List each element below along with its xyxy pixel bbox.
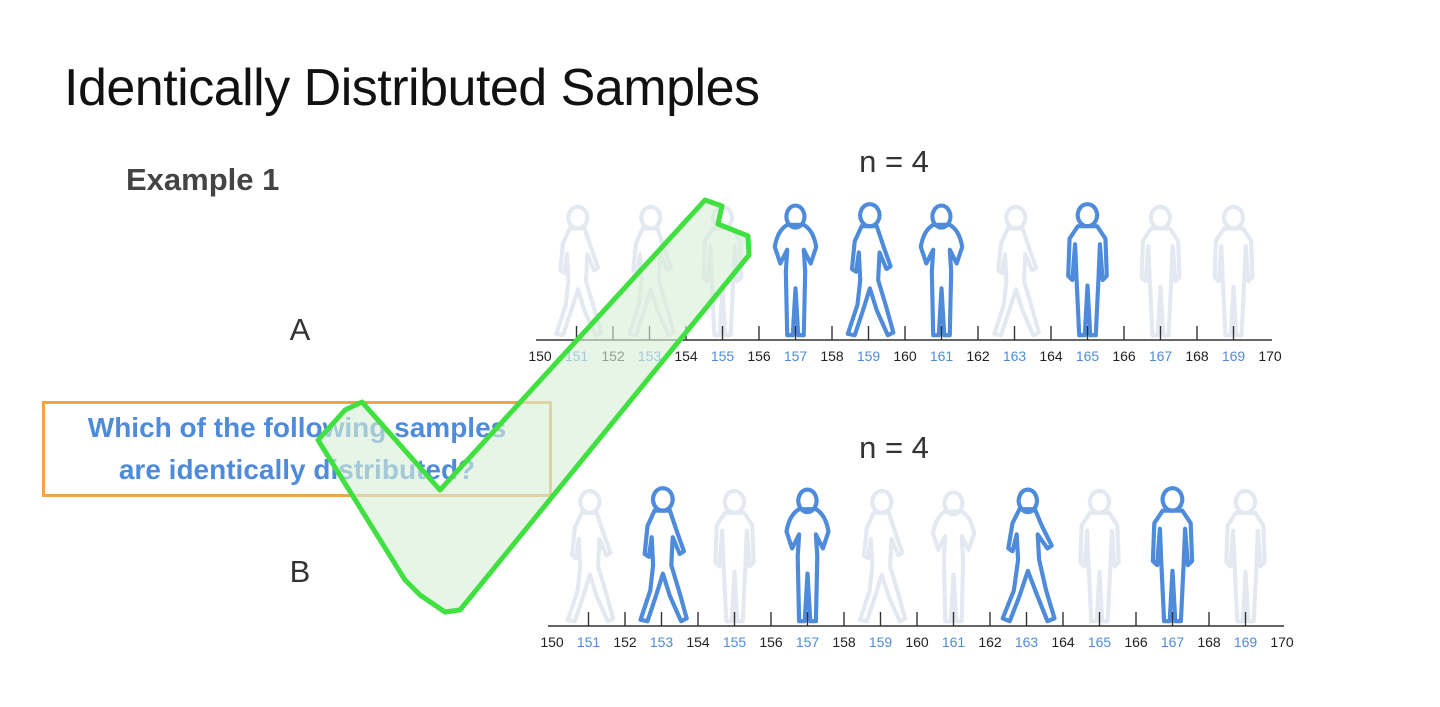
tick-label: 165 <box>1088 634 1112 650</box>
tick-label: 160 <box>905 634 929 650</box>
tick-label: 155 <box>723 634 747 650</box>
sampled-person-icon <box>918 203 965 338</box>
row-label-b: B <box>289 554 311 589</box>
sampled-person-icon <box>1066 202 1109 338</box>
sample-size-label-a: n = 4 <box>859 144 929 179</box>
tick-label: 170 <box>1270 634 1294 650</box>
tick-label: 168 <box>1185 348 1209 364</box>
tick-label: 157 <box>784 348 808 364</box>
tick-label: 163 <box>1015 634 1039 650</box>
tick-label: 163 <box>1003 348 1027 364</box>
unsampled-person-icon <box>1212 204 1255 338</box>
tick-label: 169 <box>1234 634 1258 650</box>
tick-label: 169 <box>1222 348 1246 364</box>
tick-label: 152 <box>613 634 637 650</box>
tick-label: 162 <box>966 348 990 364</box>
sampled-person-icon <box>1150 486 1195 624</box>
tick-label: 153 <box>650 634 674 650</box>
question-box: Which of the following samples are ident… <box>42 401 552 497</box>
unsampled-person-icon <box>1139 204 1182 338</box>
tick-label: 159 <box>857 348 881 364</box>
tick-label: 164 <box>1051 634 1075 650</box>
question-line-2: are identically distributed? <box>118 454 476 485</box>
unsampled-person-icon <box>992 204 1041 338</box>
tick-label: 168 <box>1197 634 1221 650</box>
question-line-1: Which of the following samples <box>87 412 507 443</box>
unsampled-person-icon <box>713 488 756 624</box>
row-label-a: A <box>289 312 311 347</box>
tick-label: 162 <box>978 634 1002 650</box>
tick-label: 164 <box>1039 348 1063 364</box>
tick-label: 167 <box>1161 634 1185 650</box>
unsampled-person-icon <box>1224 488 1267 624</box>
slide-title: Identically Distributed Samples <box>64 59 760 117</box>
tick-label: 161 <box>930 348 954 364</box>
sampled-person-icon <box>845 202 896 338</box>
tick-label: 167 <box>1149 348 1173 364</box>
unsampled-person-icon <box>857 488 908 624</box>
sample-size-label-b: n = 4 <box>859 430 929 465</box>
tick-label: 166 <box>1112 348 1136 364</box>
sampled-person-icon <box>784 487 831 624</box>
tick-label: 166 <box>1124 634 1148 650</box>
tick-label: 165 <box>1076 348 1100 364</box>
tick-label: 159 <box>869 634 893 650</box>
tick-label: 156 <box>759 634 783 650</box>
tick-label: 151 <box>577 634 601 650</box>
tick-label: 158 <box>820 348 844 364</box>
sampled-person-icon <box>1000 487 1057 624</box>
tick-label: 158 <box>832 634 856 650</box>
tick-label: 154 <box>686 634 710 650</box>
example-label: Example 1 <box>126 162 280 197</box>
sampled-person-icon <box>638 486 689 624</box>
unsampled-person-icon <box>930 490 977 624</box>
tick-label: 161 <box>942 634 966 650</box>
unsampled-person-icon <box>1078 488 1121 624</box>
tick-label: 157 <box>796 634 820 650</box>
sampled-person-icon <box>772 203 819 338</box>
tick-label: 150 <box>540 634 564 650</box>
tick-label: 156 <box>747 348 771 364</box>
tick-label: 160 <box>893 348 917 364</box>
unsampled-person-icon <box>565 488 616 624</box>
tick-label: 170 <box>1258 348 1282 364</box>
